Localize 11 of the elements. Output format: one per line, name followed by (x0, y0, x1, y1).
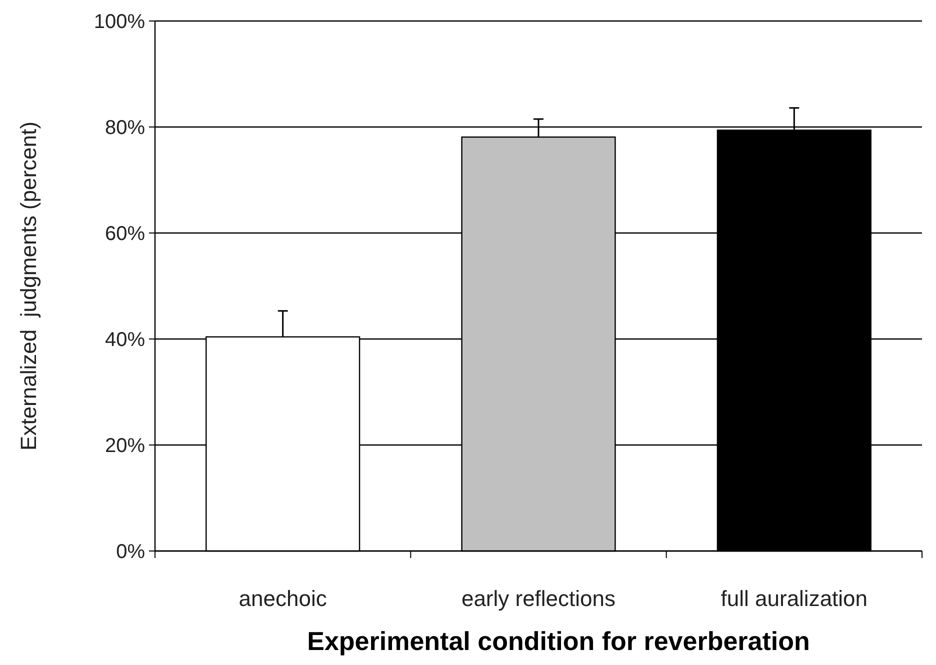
y-tick-label: 100% (94, 11, 146, 33)
x-axis-title: Experimental condition for reverberation (307, 626, 810, 656)
x-tick-label: early reflections (461, 586, 616, 611)
y-tick-label: 0% (116, 541, 146, 563)
y-tick-label: 60% (104, 223, 146, 245)
x-tick-label: anechoic (238, 586, 327, 611)
x-tick-label: full auralization (720, 586, 868, 611)
y-tick-label: 80% (104, 117, 146, 139)
y-axis-title: Externalized judgments (percent) (16, 122, 41, 450)
y-tick-label: 40% (104, 329, 146, 351)
y-tick-label: 20% (104, 435, 146, 457)
